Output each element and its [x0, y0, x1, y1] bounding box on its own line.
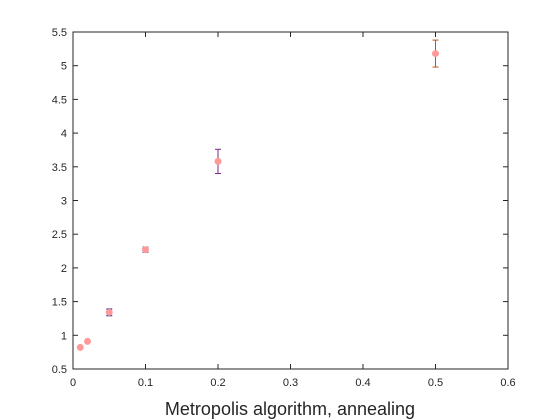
- point-marker: [76, 343, 84, 351]
- data-point: [214, 148, 222, 175]
- y-tick-label: 2: [61, 263, 67, 275]
- y-tick-label: 5: [61, 61, 67, 73]
- y-tick-label: 2.5: [52, 229, 67, 241]
- point-marker: [105, 308, 113, 316]
- x-axis-label: Metropolis algorithm, annealing: [165, 399, 415, 419]
- data-point: [432, 39, 439, 68]
- plot-area: [72, 31, 509, 370]
- y-tick-label: 5.5: [52, 27, 67, 39]
- y-tick-label: 4: [61, 128, 67, 140]
- point-marker: [84, 337, 91, 345]
- data-point: [76, 343, 84, 351]
- y-tick-label: 1: [61, 330, 67, 342]
- data-point: [84, 337, 91, 345]
- y-tick-label: 4.5: [52, 94, 67, 106]
- x-tick-label: 0.4: [355, 377, 370, 389]
- x-tick-label: 0: [70, 377, 76, 389]
- data-points: [76, 39, 439, 351]
- y-axis-ticks: 0.5 1 1.5 2 2.5 3 3.5 4 4.5 5 5.5: [52, 27, 508, 376]
- y-tick-label: 3: [61, 196, 67, 208]
- x-tick-label: 0.2: [210, 377, 225, 389]
- y-tick-label: 1.5: [52, 297, 67, 309]
- point-marker: [214, 157, 222, 165]
- data-point: [105, 308, 113, 317]
- point-marker: [432, 50, 439, 58]
- data-point: [142, 246, 149, 254]
- x-axis-ticks: 0 0.1 0.2 0.3 0.4 0.5 0.6: [70, 32, 516, 389]
- y-tick-label: 3.5: [52, 162, 67, 174]
- x-tick-label: 0.1: [138, 377, 153, 389]
- x-tick-label: 0.6: [500, 377, 515, 389]
- x-tick-label: 0.5: [428, 377, 443, 389]
- y-tick-label: 0.5: [52, 364, 67, 376]
- point-marker: [142, 246, 149, 254]
- x-tick-label: 0.3: [283, 377, 298, 389]
